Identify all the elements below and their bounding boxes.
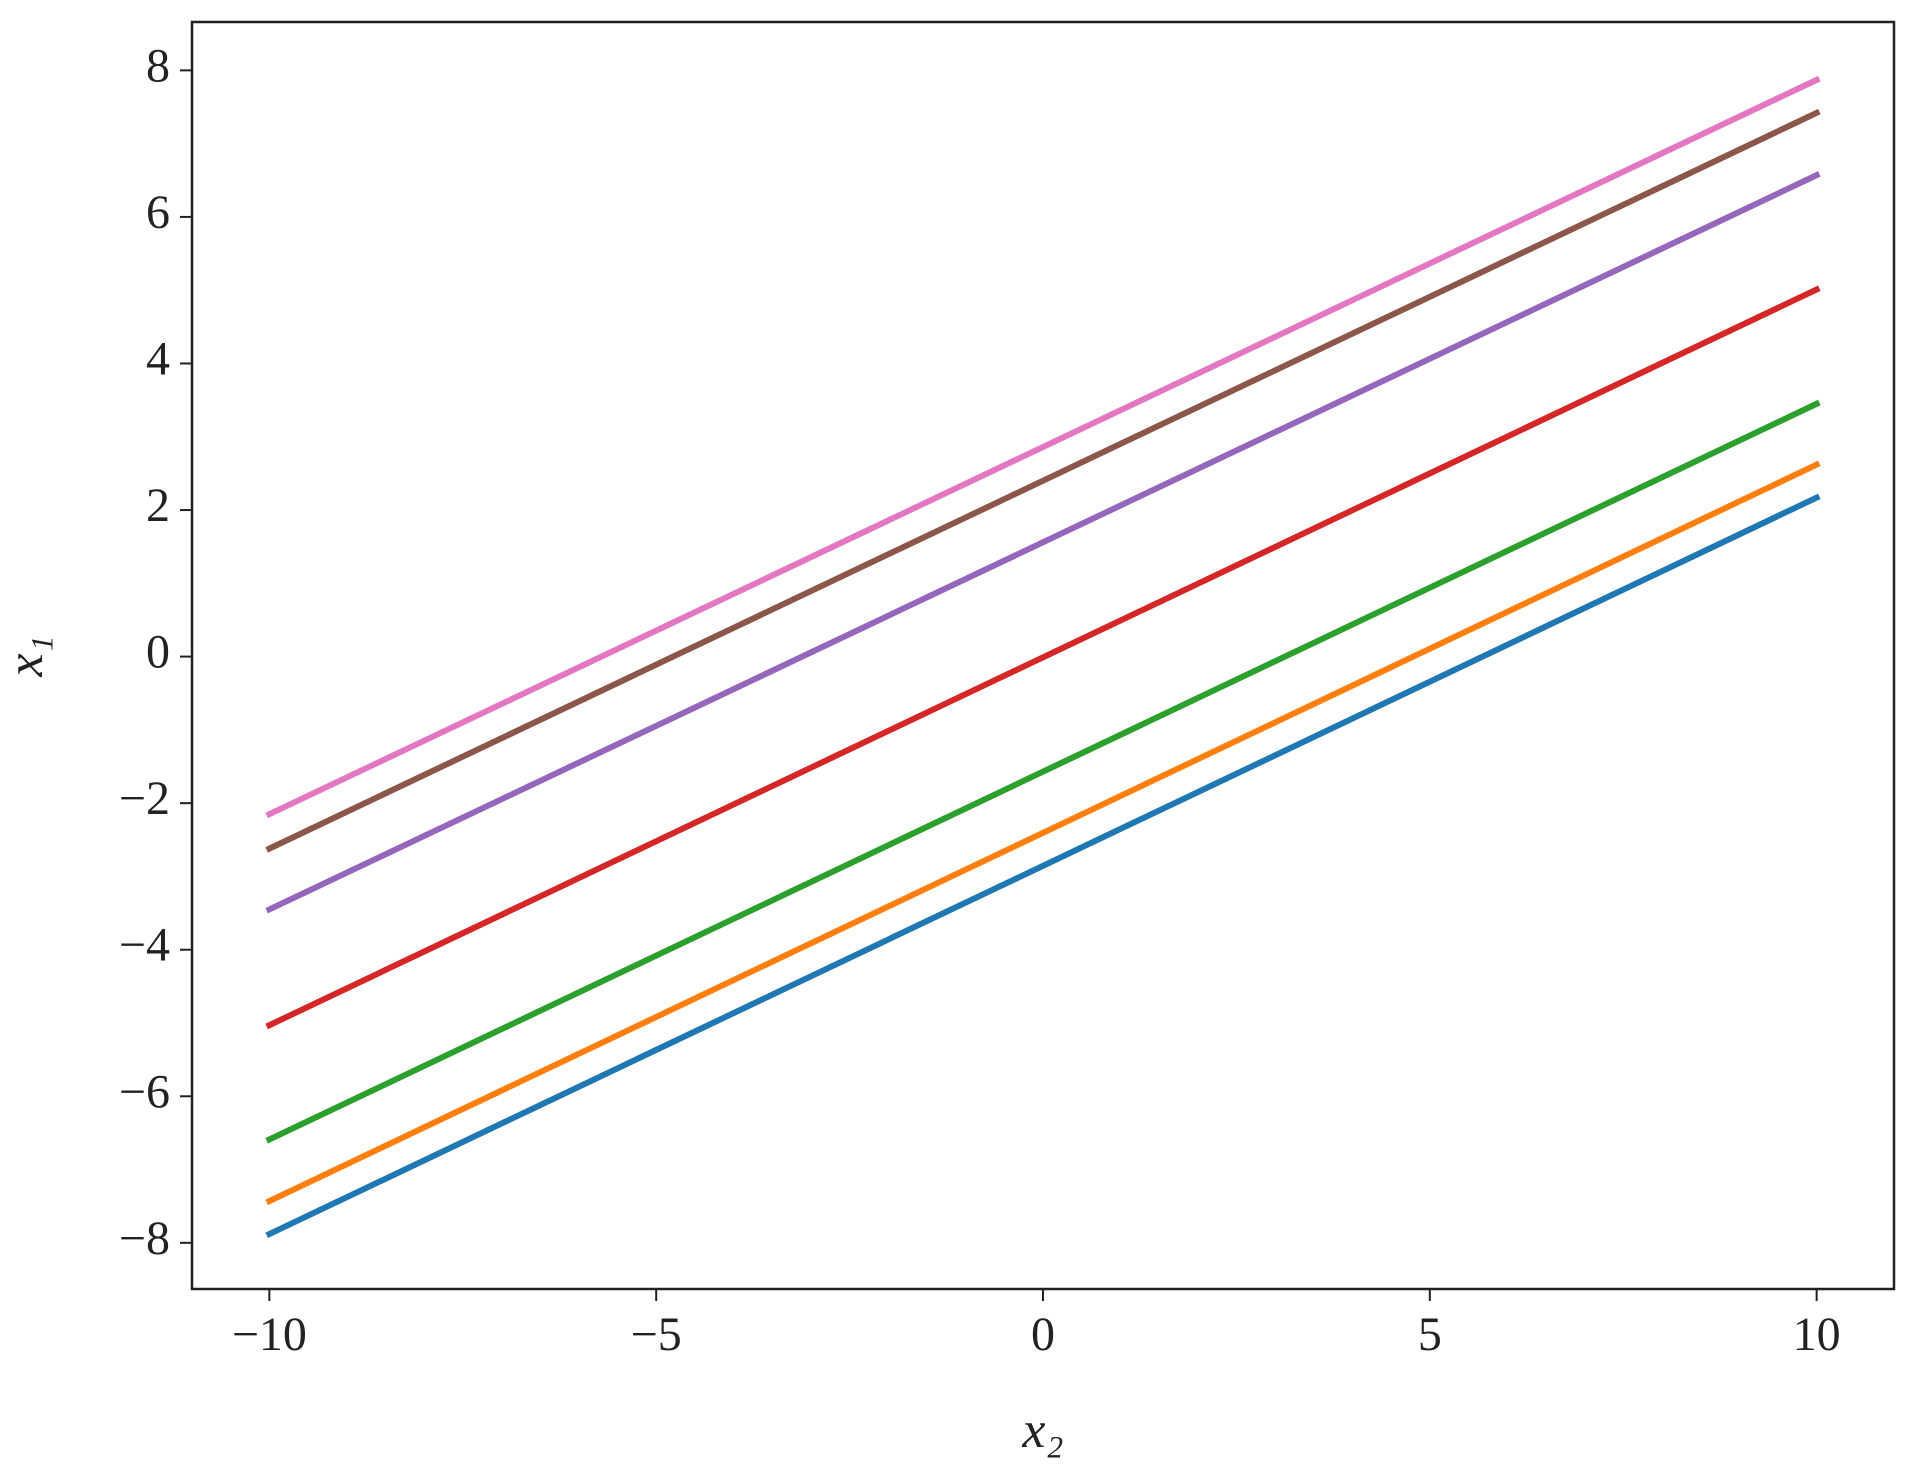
y-tick-label: 0: [146, 626, 170, 679]
line: [265, 493, 1821, 1239]
x-tick-label: 10: [1793, 1308, 1841, 1361]
line: [265, 399, 1821, 1144]
y-tick-label: −8: [119, 1212, 170, 1265]
y-axis-label: x₁: [0, 635, 54, 677]
x-tick-label: 5: [1418, 1308, 1442, 1361]
line: [265, 108, 1821, 853]
line: [265, 75, 1821, 819]
x-tick-label: −5: [631, 1308, 682, 1361]
y-tick-label: −6: [119, 1065, 170, 1118]
y-tick-label: 2: [146, 479, 170, 532]
line: [265, 460, 1821, 1206]
line: [265, 285, 1821, 1030]
x-tick-label: −10: [232, 1308, 307, 1361]
x-tick-label: 0: [1031, 1308, 1055, 1361]
y-tick-label: −4: [119, 919, 170, 972]
y-tick-label: 4: [146, 332, 170, 385]
y-tick-label: −2: [119, 772, 170, 825]
y-tick-label: 6: [146, 186, 170, 239]
plot-frame: [190, 20, 1896, 1291]
x-axis-label: x₂: [1021, 1402, 1063, 1459]
line: [265, 171, 1821, 914]
y-tick-label: 8: [146, 39, 170, 92]
